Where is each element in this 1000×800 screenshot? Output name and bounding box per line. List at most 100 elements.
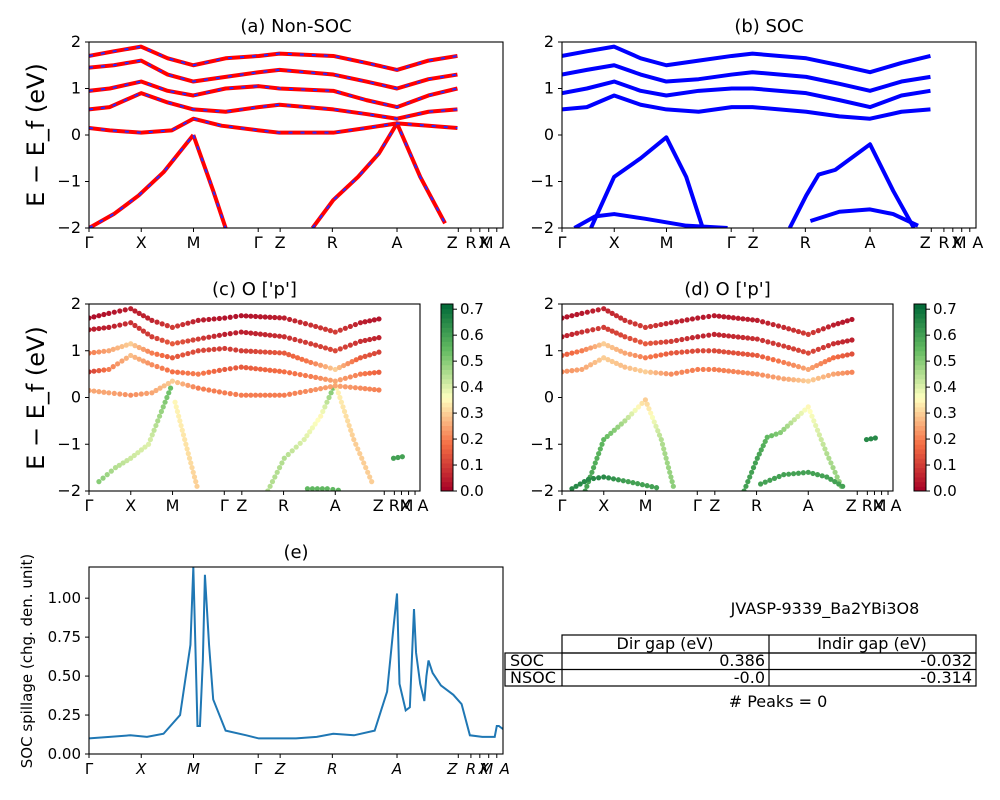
point-c-7-8-4 xyxy=(302,372,309,379)
xtick-label-c-5: R xyxy=(278,496,289,515)
table-title: JVASP-9339_Ba2YBi3O8 xyxy=(730,599,920,619)
point-c-3-0-10 xyxy=(348,427,354,433)
point-d-3-0-1 xyxy=(762,479,768,485)
point-c-1-0-8 xyxy=(182,436,188,443)
xtick-label-e-0: Γ xyxy=(85,760,94,778)
peaks-count: # Peaks = 0 xyxy=(729,692,828,711)
point-d-1-1-1 xyxy=(756,451,762,457)
point-d-7-0-2 xyxy=(569,331,575,337)
point-c-9-10-0 xyxy=(332,348,338,354)
point-c-9-7-5 xyxy=(262,332,268,338)
point-d-8-9-1 xyxy=(786,326,792,332)
point-d-5-7-5 xyxy=(735,369,741,375)
point-c-10-0-2 xyxy=(96,313,102,319)
point-c-9-9-2 xyxy=(317,343,324,350)
point-c-0-3-11 xyxy=(166,390,172,396)
point-d-6-4-2 xyxy=(653,353,659,359)
point-d-1-1-3 xyxy=(760,443,766,449)
colorbar-seg-d xyxy=(914,425,926,431)
point-d-5-10-2 xyxy=(815,375,821,381)
colorbar-seg-c xyxy=(441,308,453,314)
point-d-0-2-4 xyxy=(635,404,642,410)
point-c-6-11-1 xyxy=(362,386,368,392)
point-d-5-5-4 xyxy=(689,367,696,373)
colorbar-seg-d xyxy=(914,378,926,384)
point-c-9-0-1 xyxy=(91,326,97,332)
point-c-10-11-4 xyxy=(376,316,382,322)
point-c-8-10-5 xyxy=(353,357,359,363)
point-c-7-0-0 xyxy=(89,369,92,375)
colorbar-tick-label-d: 0.1 xyxy=(933,456,957,474)
point-d-5-6-1 xyxy=(700,366,706,373)
series-dash-a-0 xyxy=(89,134,195,228)
point-d-8-11-0 xyxy=(830,322,837,328)
point-d-5-11-0 xyxy=(830,371,837,377)
point-c-1-0-3 xyxy=(176,413,182,419)
point-d-8-10-2 xyxy=(815,328,821,334)
point-d-1-1-0 xyxy=(754,455,760,461)
point-c-9-2-0 xyxy=(128,320,134,326)
series-a-0 xyxy=(89,133,195,228)
point-d-5-11-4 xyxy=(849,369,855,375)
point-d-8-7-0 xyxy=(711,313,717,319)
point-d-0-4-7 xyxy=(667,469,673,475)
point-c-7-9-0 xyxy=(308,373,314,380)
point-c-7-5-3 xyxy=(211,368,217,374)
spillage-ylabel: SOC spillage (chg. den. unit) xyxy=(18,554,36,769)
point-c-9-2-2 xyxy=(136,325,142,331)
point-d-1-1-4 xyxy=(762,438,768,445)
point-d-6-1-0 xyxy=(579,348,585,354)
point-d-6-7-8 xyxy=(749,352,756,358)
point-d-1-0-1 xyxy=(743,483,749,489)
point-d-7-10-1 xyxy=(810,348,816,354)
colorbar-seg-d xyxy=(914,481,926,487)
point-d-7-6-2 xyxy=(706,332,712,338)
point-c-9-7-6 xyxy=(267,332,273,338)
point-c-7-4-4 xyxy=(190,371,196,377)
point-c-10-6-0 xyxy=(222,315,228,321)
point-c-3-1-2 xyxy=(355,446,361,452)
point-c-2-3-0 xyxy=(318,413,324,419)
point-c-10-2-1 xyxy=(132,308,138,314)
xtick-label-a-5: R xyxy=(327,233,338,252)
point-d-5-11-3 xyxy=(844,370,850,376)
point-d-2-3-2 xyxy=(635,481,641,487)
point-d-6-7-6 xyxy=(740,351,746,357)
point-c-10-1-2 xyxy=(117,308,123,314)
point-c-10-2-4 xyxy=(145,315,151,321)
point-d-7-5-3 xyxy=(684,335,690,342)
point-c-3-0-9 xyxy=(346,422,352,429)
point-c-10-4-2 xyxy=(180,321,186,328)
point-d-0-3-2 xyxy=(646,406,652,412)
point-c-10-4-0 xyxy=(169,324,176,330)
point-d-6-4-4 xyxy=(663,351,669,357)
point-c-7-10-4 xyxy=(352,372,358,379)
point-d-8-7-1 xyxy=(716,313,722,319)
point-d-1-3-4 xyxy=(791,417,797,423)
point-c-8-10-3 xyxy=(345,361,351,367)
point-d-5-9-4 xyxy=(800,378,806,384)
series-dash-a-1 xyxy=(192,134,227,228)
point-c-10-5-3 xyxy=(211,316,217,322)
point-d-7-11-3 xyxy=(844,338,850,344)
point-c-7-1-4 xyxy=(123,355,129,361)
point-d-1-4-9 xyxy=(822,446,828,452)
point-c-10-0-1 xyxy=(91,314,97,320)
point-d-1-4-2 xyxy=(809,413,815,419)
colorbar-seg-c xyxy=(441,360,453,366)
point-d-5-7-8 xyxy=(749,371,756,377)
point-c-6-7-8 xyxy=(276,392,283,398)
point-c-8-9-0 xyxy=(308,359,314,366)
point-c-6-11-0 xyxy=(357,385,364,391)
point-c-2-0-5 xyxy=(276,465,283,471)
colorbar-seg-d xyxy=(914,350,926,356)
point-d-0-2-2 xyxy=(629,411,635,417)
point-c-6-9-2 xyxy=(317,386,324,392)
xtick-label-c-0: Γ xyxy=(85,496,94,515)
point-c-10-4-4 xyxy=(190,319,196,325)
point-c-8-7-5 xyxy=(262,349,268,355)
point-d-6-5-0 xyxy=(668,350,674,356)
gap-table: JVASP-9339_Ba2YBi3O8 Dir gap (eV) Indir … xyxy=(504,599,977,711)
colorbar-seg-c xyxy=(441,392,453,398)
point-c-9-7-8 xyxy=(276,333,283,339)
